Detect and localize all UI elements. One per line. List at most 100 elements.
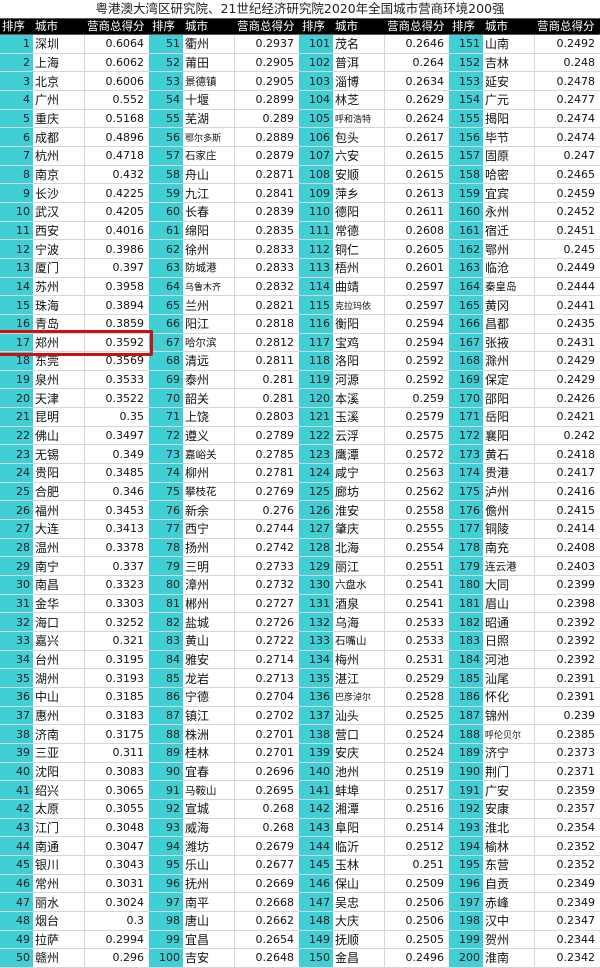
cell-city[interactable]: 哈尔滨 bbox=[183, 333, 235, 352]
cell-city[interactable]: 衢州 bbox=[183, 35, 235, 53]
table-row[interactable]: 35 湖州 0.3193 bbox=[0, 669, 150, 688]
cell-rank[interactable]: 152 bbox=[450, 53, 483, 72]
cell-city[interactable]: 云浮 bbox=[333, 426, 385, 445]
cell-rank[interactable]: 69 bbox=[150, 370, 183, 389]
table-row[interactable]: 2 上海 0.6062 bbox=[0, 53, 150, 73]
table-row[interactable]: 89 桂林 0.2701 bbox=[150, 743, 300, 763]
table-row[interactable]: 39 三亚 0.311 bbox=[0, 743, 150, 763]
cell-score[interactable]: 0.2509 bbox=[385, 874, 450, 893]
cell-score[interactable]: 0.276 bbox=[235, 501, 300, 520]
cell-rank[interactable]: 102 bbox=[300, 53, 333, 72]
cell-score[interactable]: 0.2525 bbox=[385, 706, 450, 725]
table-row[interactable]: 145 玉林 0.251 bbox=[300, 855, 450, 875]
cell-city[interactable]: 广州 bbox=[33, 90, 85, 109]
table-row[interactable]: 56 鄂尔多斯 0.2889 bbox=[150, 128, 300, 147]
cell-city[interactable]: 赤峰 bbox=[483, 893, 535, 911]
table-row[interactable]: 88 株洲 0.2701 bbox=[150, 725, 300, 744]
cell-rank[interactable]: 86 bbox=[150, 687, 183, 706]
cell-city[interactable]: 临沧 bbox=[483, 258, 535, 277]
cell-rank[interactable]: 26 bbox=[0, 501, 33, 520]
cell-rank[interactable]: 110 bbox=[300, 202, 333, 221]
cell-score[interactable]: 0.6062 bbox=[85, 53, 150, 72]
cell-rank[interactable]: 178 bbox=[450, 538, 483, 557]
cell-score[interactable]: 0.2496 bbox=[385, 949, 450, 967]
table-row[interactable]: 200 淮南 0.2342 bbox=[450, 949, 600, 968]
cell-city[interactable]: 北海 bbox=[333, 538, 385, 557]
table-row[interactable]: 47 丽水 0.3024 bbox=[0, 893, 150, 912]
cell-rank[interactable]: 192 bbox=[450, 799, 483, 818]
cell-city[interactable]: 武汉 bbox=[33, 202, 85, 221]
cell-score[interactable]: 0.2871 bbox=[235, 165, 300, 184]
cell-city[interactable]: 永州 bbox=[483, 202, 535, 221]
cell-city[interactable]: 吴忠 bbox=[333, 893, 385, 911]
cell-score[interactable]: 0.2704 bbox=[235, 687, 300, 706]
table-row[interactable]: 124 咸宁 0.2563 bbox=[300, 464, 450, 483]
cell-rank[interactable]: 129 bbox=[300, 557, 333, 576]
cell-rank[interactable]: 64 bbox=[150, 277, 183, 296]
cell-score[interactable]: 0.2441 bbox=[535, 296, 600, 314]
cell-score[interactable]: 0.2435 bbox=[535, 314, 600, 333]
cell-score[interactable]: 0.3031 bbox=[85, 874, 150, 893]
cell-rank[interactable]: 100 bbox=[150, 949, 183, 967]
cell-score[interactable]: 0.2352 bbox=[535, 837, 600, 855]
table-row[interactable]: 76 新余 0.276 bbox=[150, 501, 300, 521]
table-row[interactable]: 75 攀枝花 0.2769 bbox=[150, 482, 300, 502]
cell-city[interactable]: 阳江 bbox=[183, 314, 235, 333]
cell-city[interactable]: 毕节 bbox=[483, 128, 535, 146]
cell-city[interactable]: 自贡 bbox=[483, 874, 535, 893]
table-row[interactable]: 93 威海 0.268 bbox=[150, 818, 300, 838]
cell-city[interactable]: 赣州 bbox=[33, 949, 85, 967]
cell-city[interactable]: 宝鸡 bbox=[333, 333, 385, 352]
cell-rank[interactable]: 126 bbox=[300, 501, 333, 520]
cell-city[interactable]: 宿迁 bbox=[483, 221, 535, 240]
cell-score[interactable]: 0.2668 bbox=[235, 893, 300, 911]
cell-score[interactable]: 0.2841 bbox=[235, 184, 300, 202]
table-row[interactable]: 140 池州 0.2519 bbox=[300, 762, 450, 782]
table-row[interactable]: 66 阳江 0.2818 bbox=[150, 314, 300, 334]
cell-score[interactable]: 0.2579 bbox=[385, 408, 450, 426]
cell-score[interactable]: 0.2769 bbox=[235, 482, 300, 501]
cell-rank[interactable]: 101 bbox=[300, 35, 333, 53]
cell-rank[interactable]: 139 bbox=[300, 743, 333, 762]
cell-city[interactable]: 北京 bbox=[33, 72, 85, 90]
cell-score[interactable]: 0.2474 bbox=[535, 128, 600, 146]
cell-city[interactable]: 福州 bbox=[33, 501, 85, 520]
cell-city[interactable]: 南宁 bbox=[33, 557, 85, 576]
table-row[interactable]: 71 上饶 0.2803 bbox=[150, 408, 300, 427]
cell-rank[interactable]: 137 bbox=[300, 706, 333, 725]
cell-rank[interactable]: 92 bbox=[150, 799, 183, 818]
table-row[interactable]: 151 山南 0.2492 bbox=[450, 35, 600, 54]
cell-city[interactable]: 上饶 bbox=[183, 408, 235, 426]
cell-rank[interactable]: 62 bbox=[150, 240, 183, 258]
cell-score[interactable]: 0.2905 bbox=[235, 72, 300, 90]
cell-city[interactable]: 九江 bbox=[183, 184, 235, 202]
table-row[interactable]: 114 曲靖 0.2597 bbox=[300, 277, 450, 297]
cell-city[interactable]: 洛阳 bbox=[333, 352, 385, 370]
table-row[interactable]: 53 景德镇 0.2905 bbox=[150, 72, 300, 91]
table-row[interactable]: 188 呼伦贝尔 0.2385 bbox=[450, 725, 600, 744]
cell-city[interactable]: 石嘴山 bbox=[333, 632, 385, 650]
table-row[interactable]: 44 南通 0.3047 bbox=[0, 837, 150, 856]
cell-score[interactable]: 0.2533 bbox=[385, 632, 450, 650]
cell-city[interactable]: 拉萨 bbox=[33, 930, 85, 949]
cell-rank[interactable]: 107 bbox=[300, 146, 333, 165]
cell-city[interactable]: 海口 bbox=[33, 613, 85, 631]
cell-score[interactable]: 0.4718 bbox=[85, 146, 150, 165]
cell-rank[interactable]: 183 bbox=[450, 632, 483, 650]
cell-city[interactable]: 汉中 bbox=[483, 911, 535, 930]
table-row[interactable]: 127 肇庆 0.2555 bbox=[300, 520, 450, 539]
table-row[interactable]: 42 太原 0.3055 bbox=[0, 799, 150, 819]
cell-city[interactable]: 深圳 bbox=[33, 35, 85, 53]
cell-score[interactable]: 0.2414 bbox=[535, 520, 600, 538]
cell-score[interactable]: 0.2615 bbox=[385, 146, 450, 165]
cell-rank[interactable]: 189 bbox=[450, 743, 483, 762]
cell-city[interactable]: 石家庄 bbox=[183, 146, 235, 165]
cell-rank[interactable]: 42 bbox=[0, 799, 33, 818]
cell-rank[interactable]: 154 bbox=[450, 90, 483, 109]
cell-city[interactable]: 大连 bbox=[33, 520, 85, 538]
cell-city[interactable]: 三亚 bbox=[33, 743, 85, 762]
cell-rank[interactable]: 162 bbox=[450, 240, 483, 258]
table-row[interactable]: 30 南昌 0.3323 bbox=[0, 576, 150, 595]
cell-rank[interactable]: 96 bbox=[150, 874, 183, 893]
cell-score[interactable]: 0.2474 bbox=[535, 109, 600, 128]
